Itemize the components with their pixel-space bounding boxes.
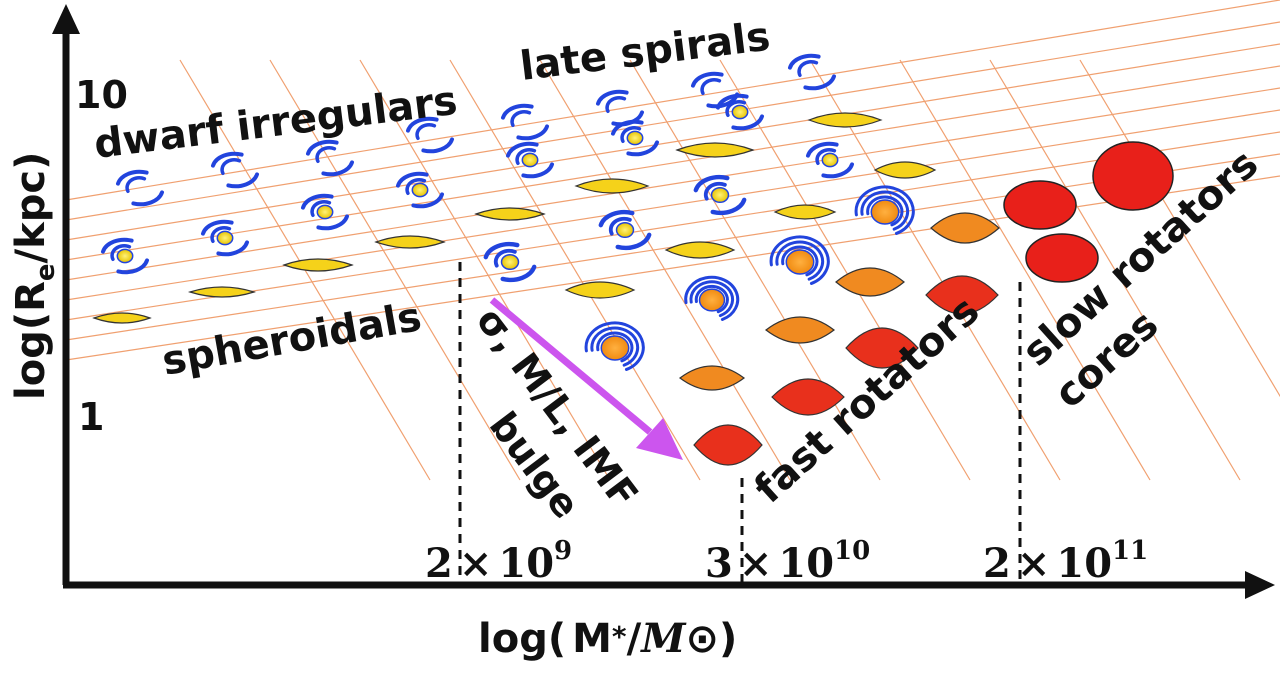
ellipse-icon [1003,180,1077,230]
spiral-icon [211,151,259,189]
spiral-icon [201,219,249,257]
spiral-icon [483,241,537,283]
spiral-icon [806,141,854,179]
lens-icon [925,275,999,315]
spiral-icon [854,185,915,235]
lens-icon [474,207,546,221]
lens-icon [282,258,354,272]
lens-icon [693,424,763,466]
spiral-icon [596,89,644,127]
lens-icon [771,378,845,416]
lens-icon [873,161,937,179]
spiral-icon [501,103,549,141]
label-spheroidals: spheroidals [159,294,425,385]
y-axis-title: log(Re/kpc) [8,152,61,400]
threshold-label-3: 2 × 1011 [983,536,1148,587]
label-dwarf-irregulars: dwarf irregulars [92,78,460,168]
threshold-lines [458,262,1022,582]
spiral-icon [684,275,740,321]
spiral-icon [788,53,836,91]
grid-lines [65,0,1280,481]
lens-icon [773,204,837,220]
galaxy-icons [92,53,1174,466]
spiral-icon [306,139,354,177]
spiral-icon [769,235,830,285]
lens-icon [845,327,919,369]
ellipse-icon [1025,233,1099,283]
spiral-icon [301,193,349,231]
spiral-icon [396,171,444,209]
spiral-icon [406,116,454,154]
x-axis-arrowhead [1245,571,1275,599]
lens-icon [930,212,1000,244]
axes [52,4,1275,599]
spiral-icon [116,169,164,207]
lens-icon [835,267,905,297]
spiral-icon [598,209,652,251]
x-axis-title: log(M*/M⊙) [478,615,737,662]
y-tick-1: 1 [78,395,104,439]
spiral-icon [611,119,659,157]
ellipse-icon [1092,141,1174,211]
lens-icon [675,142,755,158]
threshold-label-1: 2 × 109 [425,536,572,587]
lens-icon [187,286,257,298]
lens-icon [765,316,835,344]
lens-icon [678,365,746,391]
trend-arrow [489,297,683,460]
lens-icon [564,281,636,299]
spiral-icon [101,237,149,275]
lens-icon [92,312,152,324]
threshold-label-2: 3 × 1010 [705,536,870,587]
lens-icon [807,112,883,128]
lens-icon [574,178,650,194]
spiral-icon [506,141,554,179]
lens-icon [664,241,736,259]
spiral-icon [716,93,764,131]
y-axis-arrowhead [52,4,80,34]
y-tick-10: 10 [75,73,128,117]
label-late-spirals: late spirals [518,14,773,90]
spiral-icon [584,321,645,371]
spiral-icon [693,174,747,216]
lens-icon [374,235,446,249]
